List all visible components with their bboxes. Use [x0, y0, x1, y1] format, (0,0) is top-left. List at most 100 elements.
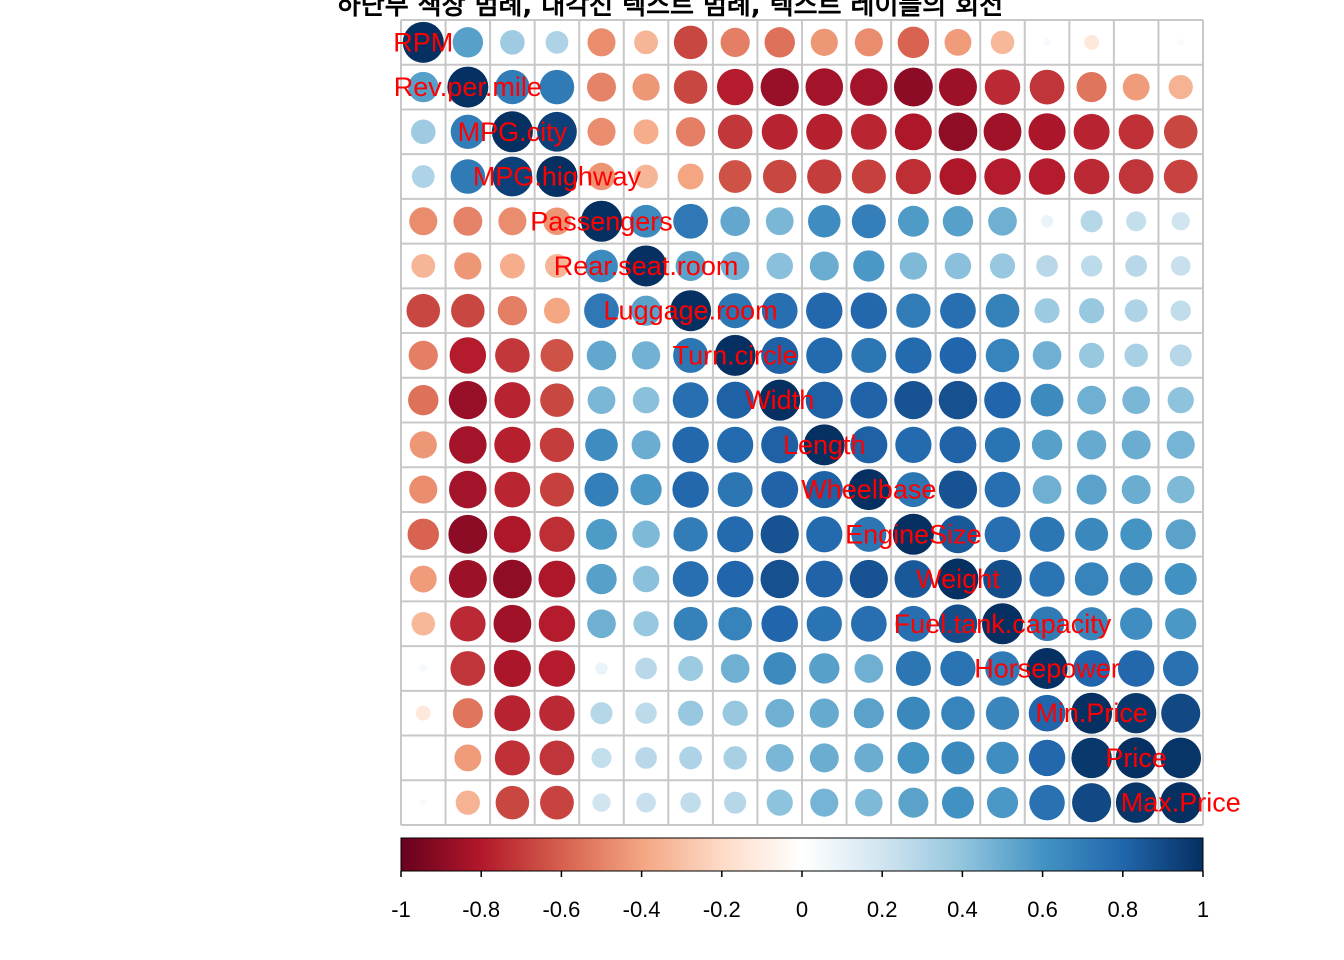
corr-circle-Weight-Horsepower — [1029, 561, 1065, 597]
corr-circle-Width-Wheelbase — [850, 381, 888, 419]
variable-labels: RPM Rev.per.mile MPG.city MPG.highway Passen… — [393, 27, 1240, 817]
corr-circle-RPM-Turn.circle — [720, 27, 750, 58]
corr-circle-Max.Price-Min.Price — [1072, 783, 1112, 823]
corr-circle-Max.Price-Width — [766, 789, 793, 816]
corr-circle-MPG.highway-Price — [1118, 159, 1154, 194]
corr-circle-Width-MPG.city — [494, 382, 531, 419]
corr-circle-Price-Length — [809, 743, 839, 773]
corr-circle-EngineSize-Horsepower — [1029, 516, 1065, 552]
corr-circle-Rev.per.mile-Width — [760, 67, 799, 107]
corr-circle-MPG.highway-EngineSize — [895, 158, 932, 195]
corr-circle-Width-RPM — [408, 384, 439, 416]
corr-circle-MPG.highway-Turn.circle — [718, 160, 752, 193]
corr-circle-Passengers-Luggage.room — [673, 203, 709, 239]
corr-circle-Horsepower-Price — [1117, 650, 1155, 687]
corr-circle-Horsepower-Rear.seat.room — [635, 657, 657, 680]
corr-circle-RPM-RPM — [402, 21, 444, 63]
corr-circle-Passengers-RPM — [409, 207, 438, 236]
corr-circle-Rev.per.mile-EngineSize — [893, 67, 933, 107]
corr-circle-Luggage.room-Weight — [940, 292, 976, 329]
corr-circle-EngineSize-Price — [1120, 518, 1153, 551]
corr-circle-Turn.circle-Max.Price — [1169, 344, 1192, 367]
corr-circle-EngineSize-EngineSize — [892, 513, 934, 555]
corr-circle-Length-Price — [1121, 430, 1151, 460]
corr-circle-MPG.highway-Fuel.tank.capacity — [984, 158, 1021, 195]
corr-circle-Luggage.room-Max.Price — [1170, 300, 1191, 321]
corr-circle-MPG.city-Price — [1118, 114, 1154, 150]
corr-circle-EngineSize-Rear.seat.room — [632, 520, 660, 549]
corr-circle-Fuel.tank.capacity-EngineSize — [895, 605, 932, 642]
corr-circle-Weight-Wheelbase — [849, 559, 888, 599]
color-legend: -1 -0.8 -0.6 -0.4 -0.2 0 0.2 0.4 0.6 0.8 1 — [391, 837, 1209, 922]
corr-circle-Horsepower-Width — [763, 652, 797, 685]
corr-circle-Horsepower-Luggage.room — [678, 656, 704, 681]
variable-label: Weight — [916, 564, 1000, 594]
colorbar-tick-label: 1 — [1197, 897, 1209, 922]
corr-circle-Price-Horsepower — [1028, 739, 1066, 777]
corr-circle-Luggage.room-MPG.city — [497, 296, 528, 326]
corr-circle-Passengers-Max.Price — [1171, 212, 1190, 231]
corr-circle-Min.Price-Min.Price — [1071, 692, 1113, 734]
corr-circle-Luggage.room-Rev.per.mile — [451, 293, 485, 328]
corr-circle-Luggage.room-Price — [1124, 299, 1148, 323]
corr-circle-MPG.highway-Weight — [939, 158, 977, 195]
corr-circle-EngineSize-Rev.per.mile — [448, 514, 488, 554]
corr-circle-MPG.city-Weight — [938, 112, 978, 152]
corr-circle-Min.Price-Luggage.room — [677, 700, 704, 726]
corr-circle-Price-Width — [765, 744, 794, 772]
corr-circle-Wheelbase-Horsepower — [1032, 475, 1062, 504]
corr-circle-Length-MPG.city — [494, 426, 531, 463]
corr-circle-Weight-MPG.highway — [538, 560, 576, 598]
corr-circle-Price-Luggage.room — [679, 746, 703, 770]
colorbar-tick-label: 0 — [796, 897, 808, 922]
corr-circle-Min.Price-Width — [765, 698, 795, 728]
corr-circle-Rev.per.mile-MPG.highway — [539, 69, 575, 105]
variable-label: Width — [745, 385, 814, 415]
corr-circle-Price-Fuel.tank.capacity — [986, 741, 1019, 775]
corr-circle-Length-RPM — [409, 431, 437, 459]
corr-circle-Passengers-Wheelbase — [851, 204, 886, 239]
corr-circle-Horsepower-Horsepower — [1026, 647, 1068, 689]
corr-circle-Rev.per.mile-Luggage.room — [673, 70, 708, 104]
corr-circle-Passengers-Passengers — [581, 200, 622, 242]
corr-circle-EngineSize-MPG.city — [493, 515, 531, 553]
corr-circle-Horsepower-Rev.per.mile — [450, 651, 486, 686]
corr-circle-Passengers-Weight — [942, 206, 974, 237]
corr-circle-Max.Price-EngineSize — [898, 787, 929, 818]
corr-circle-Length-Weight — [939, 426, 977, 464]
corr-circle-Horsepower-RPM — [419, 664, 428, 673]
corr-circle-EngineSize-Wheelbase — [851, 516, 887, 552]
variable-label: RPM — [393, 27, 453, 57]
corr-circle-Width-Length — [805, 381, 843, 419]
corr-circle-Turn.circle-Horsepower — [1032, 341, 1062, 370]
corr-circle-Wheelbase-Weight — [938, 470, 978, 509]
corr-circle-Width-Rear.seat.room — [632, 386, 660, 414]
variable-label: Passengers — [530, 206, 673, 236]
corr-circle-Price-Max.Price — [1160, 737, 1202, 779]
corr-circle-Rear.seat.room-Rear.seat.room — [625, 245, 667, 287]
corr-circle-Wheelbase-Fuel.tank.capacity — [984, 471, 1021, 508]
corr-circle-Price-EngineSize — [897, 742, 930, 774]
corr-circle-Rev.per.mile-Rev.per.mile — [447, 66, 489, 108]
corr-circle-Max.Price-MPG.highway — [540, 785, 574, 820]
corr-circle-Passengers-Rev.per.mile — [453, 206, 483, 236]
colorbar-tick-label: -0.6 — [542, 897, 580, 922]
corr-circle-RPM-Min.Price — [1084, 34, 1100, 50]
corr-circle-Fuel.tank.capacity-RPM — [411, 611, 436, 636]
corr-circle-Rear.seat.room-Weight — [944, 252, 972, 280]
corr-circle-Wheelbase-MPG.city — [494, 471, 531, 508]
corr-circle-Turn.circle-Weight — [939, 337, 977, 374]
corr-circle-RPM-MPG.highway — [545, 30, 569, 54]
corr-circle-Rev.per.mile-Weight — [938, 68, 977, 107]
corr-circle-RPM-Width — [764, 27, 795, 58]
corr-circle-Luggage.room-Rear.seat.room — [630, 295, 662, 326]
corr-circle-Turn.circle-RPM — [408, 340, 438, 371]
corr-circle-Wheelbase-MPG.highway — [539, 472, 574, 507]
corr-circle-Wheelbase-Rear.seat.room — [630, 473, 662, 506]
colorbar-tick-label: -0.4 — [623, 897, 661, 922]
corr-circle-EngineSize-Luggage.room — [673, 517, 708, 552]
corr-circle-Width-Turn.circle — [716, 381, 754, 419]
colorbar-tick-label: 0.4 — [947, 897, 978, 922]
corr-circle-MPG.city-Length — [806, 113, 843, 150]
variable-label: Horsepower — [974, 653, 1120, 683]
